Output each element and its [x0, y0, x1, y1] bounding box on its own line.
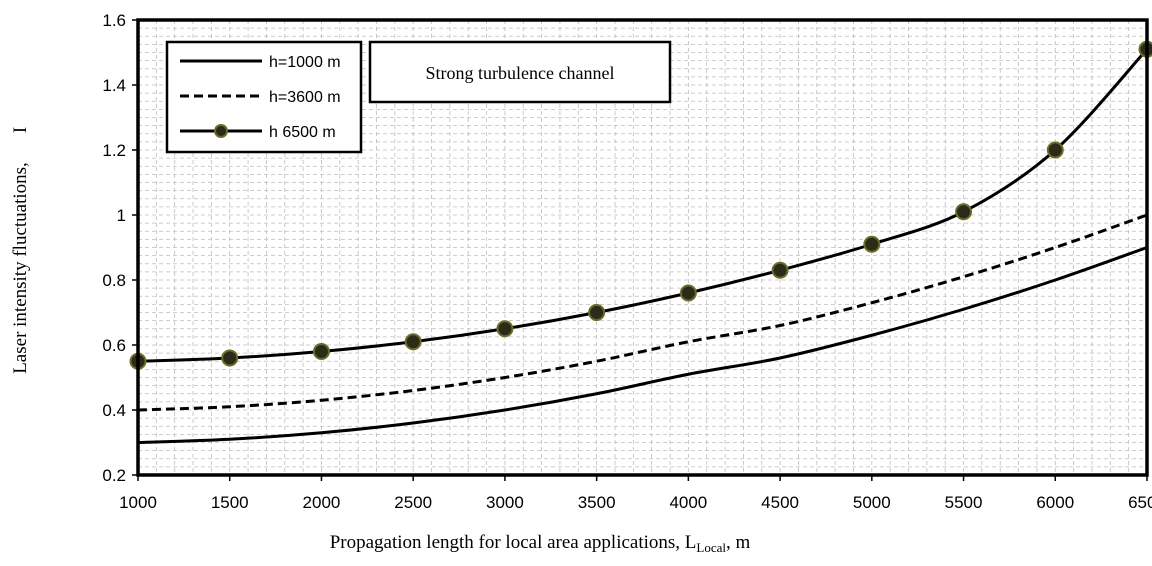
x-tick-label: 3000 [486, 493, 524, 512]
y-tick-label: 1.6 [102, 11, 126, 30]
grid-lines [138, 20, 1147, 475]
legend: h=1000 m h=3600 m h 6500 m [165, 40, 363, 154]
data-point-marker [679, 284, 697, 302]
legend-label-2: h=3600 m [269, 89, 341, 106]
y-tick-label: 1 [117, 206, 126, 225]
x-axis-ticks: 1000 1500 2000 2500 3000 3500 4000 4500 5000 5500… [119, 475, 1152, 512]
data-point-marker [221, 349, 239, 367]
y-axis-title: Laser intensity fluctuations, [10, 162, 31, 374]
y-axis-ticks: 0.2 0.4 0.6 0.8 1 1.2 1.4 1.6 [102, 11, 138, 485]
x-tick-label: 5000 [853, 493, 891, 512]
x-tick-label: 1000 [119, 493, 157, 512]
data-point-marker [312, 343, 330, 360]
y-tick-label: 0.6 [102, 336, 126, 355]
x-tick-label: 4500 [761, 493, 799, 512]
legend-label-3: h 6500 m [269, 124, 336, 141]
annotation-frame [368, 40, 672, 104]
y-tick-label: 1.4 [102, 76, 126, 95]
x-axis-title-main: Propagation length for local area applic… [330, 532, 697, 553]
annotation-box: Strong turbulence channel [368, 40, 672, 104]
series-line-1 [137, 246, 1148, 444]
legend-marker [214, 124, 228, 138]
x-tick-label: 6000 [1036, 493, 1074, 512]
x-tick-label: 5500 [945, 493, 983, 512]
data-point-marker [404, 333, 422, 351]
series-line-2 [137, 213, 1148, 412]
x-tick-label: 4000 [669, 493, 707, 512]
legend-label-1: h=1000 m [269, 54, 341, 71]
data-point-marker [771, 261, 789, 279]
x-tick-label: 2000 [303, 493, 341, 512]
x-tick-label: 3500 [578, 493, 616, 512]
x-tick-label: 1500 [211, 493, 249, 512]
annotation-text: Strong turbulence channel [426, 63, 615, 83]
data-point-marker [863, 235, 881, 253]
x-axis-title: Propagation length for local area applic… [330, 532, 751, 555]
y-tick-label: 1.2 [102, 141, 126, 160]
data-point-marker [496, 320, 514, 338]
series-lines [129, 40, 1152, 444]
plot-area-frame [136, 18, 1149, 477]
x-tick-label: 2500 [394, 493, 432, 512]
y-tick-label: 0.8 [102, 271, 126, 290]
data-point-marker [1046, 141, 1064, 159]
y-axis-title-symbol: I [10, 127, 31, 133]
data-point-marker [588, 304, 606, 321]
x-axis-title-subscript: Local [696, 540, 726, 555]
x-tick-label: 6500 [1128, 493, 1152, 512]
x-axis-title-tail: , m [726, 532, 751, 553]
y-tick-label: 0.4 [102, 401, 126, 420]
data-point-marker [955, 203, 973, 221]
y-tick-label: 0.2 [102, 466, 126, 485]
